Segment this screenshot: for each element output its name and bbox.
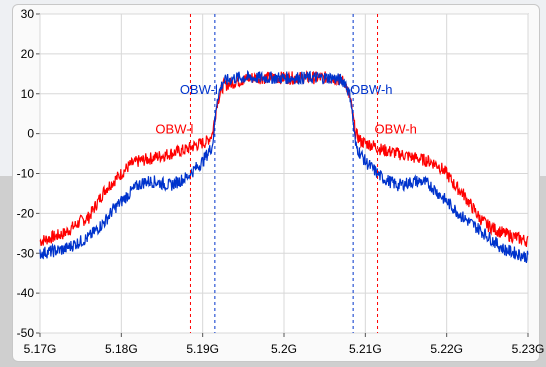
y-tick-label: 0 xyxy=(27,127,34,141)
y-tick-label: 20 xyxy=(21,47,35,61)
series-line-1 xyxy=(39,70,529,248)
y-tick-label: -50 xyxy=(17,326,35,340)
x-tick-label: 5.22G xyxy=(430,342,463,356)
y-tick-label: 30 xyxy=(21,7,35,21)
x-tick-label: 5.18G xyxy=(105,342,138,356)
y-tick-label: -20 xyxy=(17,206,35,220)
obw-marker-label: OBW-h xyxy=(375,122,417,137)
x-tick-label: 5.23G xyxy=(512,342,545,356)
obw-marker-label: OBW-h xyxy=(350,82,392,97)
obw-marker-label: OBW-l xyxy=(155,122,193,137)
y-tick-label: -40 xyxy=(17,286,35,300)
series-line-2 xyxy=(39,69,529,263)
x-tick-label: 5.19G xyxy=(186,342,219,356)
y-tick-label: -10 xyxy=(17,167,35,181)
y-tick-label: -30 xyxy=(17,246,35,260)
x-tick-label: 5.17G xyxy=(24,342,57,356)
x-tick-label: 5.2G xyxy=(271,342,297,356)
x-tick-label: 5.21G xyxy=(349,342,382,356)
y-tick-label: 10 xyxy=(21,87,35,101)
obw-marker-label: OBW-l xyxy=(180,82,218,97)
